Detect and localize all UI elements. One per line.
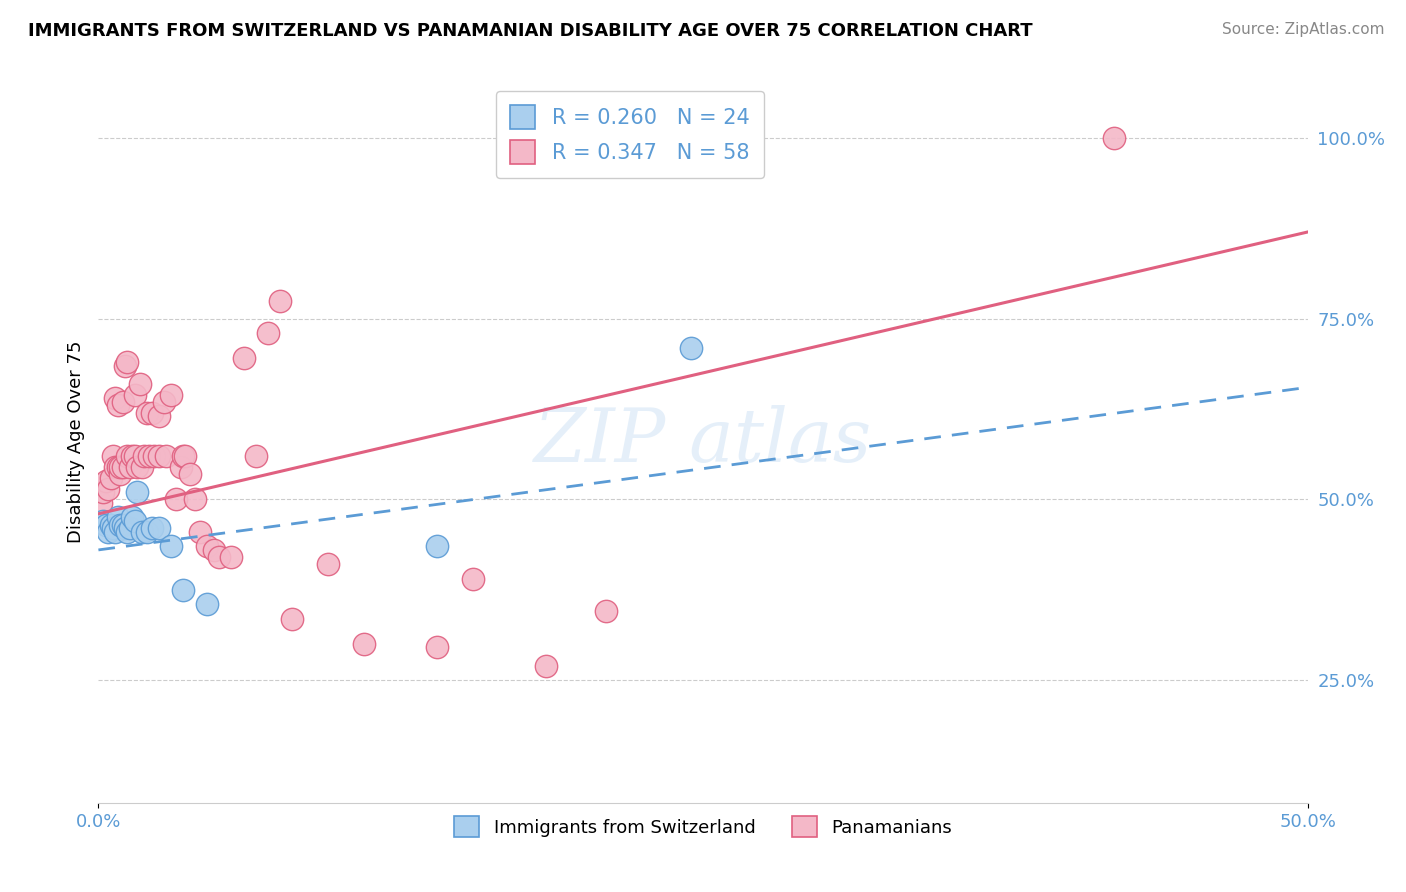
Point — [114, 521, 136, 535]
Point — [94, 475, 117, 489]
Point — [101, 449, 124, 463]
Point — [127, 459, 149, 474]
Point — [124, 449, 146, 463]
Point — [353, 637, 375, 651]
Point — [148, 409, 170, 424]
Point — [179, 467, 201, 481]
Point — [91, 485, 114, 500]
Point — [174, 449, 197, 463]
Point — [1102, 131, 1125, 145]
Point — [135, 406, 157, 420]
Point — [245, 449, 267, 463]
Legend: Immigrants from Switzerland, Panamanians: Immigrants from Switzerland, Panamanians — [447, 809, 959, 845]
Point — [100, 470, 122, 484]
Point — [117, 449, 139, 463]
Point — [100, 517, 122, 532]
Point — [160, 387, 183, 401]
Point — [195, 539, 218, 553]
Point — [195, 597, 218, 611]
Point — [114, 359, 136, 373]
Text: IMMIGRANTS FROM SWITZERLAND VS PANAMANIAN DISABILITY AGE OVER 75 CORRELATION CHA: IMMIGRANTS FROM SWITZERLAND VS PANAMANIA… — [28, 22, 1033, 40]
Point — [108, 517, 131, 532]
Point — [148, 521, 170, 535]
Point — [221, 550, 243, 565]
Point — [208, 550, 231, 565]
Y-axis label: Disability Age Over 75: Disability Age Over 75 — [66, 340, 84, 543]
Point — [104, 524, 127, 539]
Point — [269, 293, 291, 308]
Point — [127, 485, 149, 500]
Point — [111, 459, 134, 474]
Point — [172, 582, 194, 597]
Point — [124, 387, 146, 401]
Point — [117, 524, 139, 539]
Point — [91, 514, 114, 528]
Point — [184, 492, 207, 507]
Point — [124, 514, 146, 528]
Point — [165, 492, 187, 507]
Text: Source: ZipAtlas.com: Source: ZipAtlas.com — [1222, 22, 1385, 37]
Point — [104, 391, 127, 405]
Point — [111, 394, 134, 409]
Point — [107, 398, 129, 412]
Point — [121, 510, 143, 524]
Point — [172, 449, 194, 463]
Point — [281, 611, 304, 625]
Point — [138, 449, 160, 463]
Point — [111, 517, 134, 532]
Point — [155, 449, 177, 463]
Point — [107, 510, 129, 524]
Point — [188, 524, 211, 539]
Point — [595, 604, 617, 618]
Point — [232, 351, 254, 366]
Point — [94, 517, 117, 532]
Point — [316, 558, 339, 572]
Text: ZIP atlas: ZIP atlas — [534, 405, 872, 478]
Point — [148, 449, 170, 463]
Point — [108, 459, 131, 474]
Point — [104, 459, 127, 474]
Point — [108, 467, 131, 481]
Point — [131, 459, 153, 474]
Point — [87, 478, 110, 492]
Point — [143, 449, 166, 463]
Point — [131, 524, 153, 539]
Point — [90, 496, 112, 510]
Point — [169, 459, 191, 474]
Point — [121, 449, 143, 463]
Point — [128, 376, 150, 391]
Point — [160, 539, 183, 553]
Point — [141, 521, 163, 535]
Point — [107, 459, 129, 474]
Point — [463, 572, 485, 586]
Point — [204, 542, 226, 557]
Point — [101, 521, 124, 535]
Point — [135, 524, 157, 539]
Point — [134, 449, 156, 463]
Point — [97, 524, 120, 539]
Point — [152, 394, 174, 409]
Point — [117, 355, 139, 369]
Point — [118, 459, 141, 474]
Point — [426, 539, 449, 553]
Point — [97, 482, 120, 496]
Point — [426, 640, 449, 655]
Point — [256, 326, 278, 341]
Point — [679, 341, 702, 355]
Point — [118, 521, 141, 535]
Point — [141, 406, 163, 420]
Point — [534, 658, 557, 673]
